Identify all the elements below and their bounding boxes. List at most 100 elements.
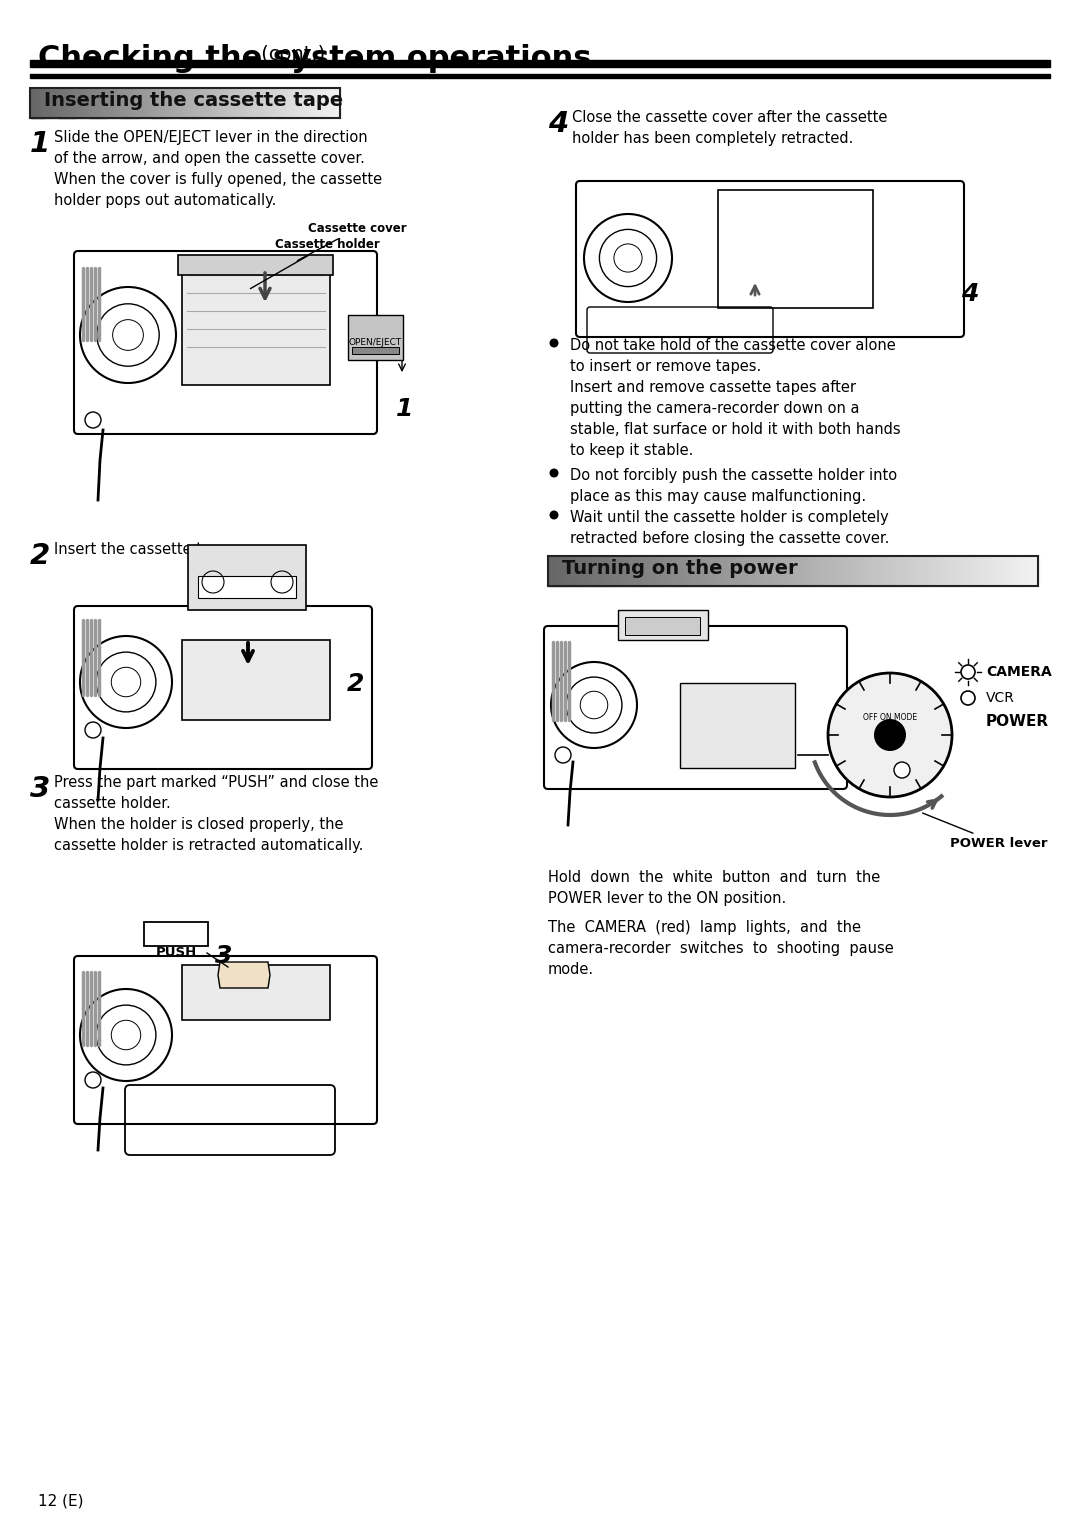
Bar <box>677 555 679 586</box>
Bar <box>598 555 600 586</box>
Bar <box>958 555 960 586</box>
Bar <box>715 555 717 586</box>
Bar <box>183 270 330 385</box>
Circle shape <box>874 719 906 751</box>
Bar <box>755 555 758 586</box>
Bar <box>82 89 83 118</box>
Bar <box>578 555 580 586</box>
Bar <box>332 89 334 118</box>
Text: 2: 2 <box>30 542 51 571</box>
Bar <box>60 89 62 118</box>
Text: OFF ON MODE: OFF ON MODE <box>863 713 917 722</box>
Bar <box>651 555 653 586</box>
Bar <box>231 89 233 118</box>
Bar <box>311 89 313 118</box>
Bar <box>579 555 581 586</box>
Bar <box>967 555 969 586</box>
Bar <box>1012 555 1014 586</box>
Bar <box>63 89 65 118</box>
Bar <box>126 89 127 118</box>
Bar <box>178 89 179 118</box>
Bar <box>85 89 87 118</box>
Bar <box>691 555 694 586</box>
Bar <box>661 555 663 586</box>
Bar <box>138 89 140 118</box>
Bar <box>145 89 146 118</box>
Bar <box>829 555 832 586</box>
Bar <box>669 555 671 586</box>
Bar <box>843 555 846 586</box>
Bar <box>597 555 599 586</box>
Bar <box>275 89 278 118</box>
Bar <box>195 89 197 118</box>
Bar <box>287 89 289 118</box>
Bar <box>89 89 91 118</box>
Bar <box>994 555 996 586</box>
Bar <box>553 555 555 586</box>
Bar <box>708 555 711 586</box>
Bar <box>66 89 68 118</box>
Bar <box>293 89 294 118</box>
Bar <box>783 555 785 586</box>
Bar <box>885 555 887 586</box>
Bar <box>980 555 982 586</box>
Bar <box>90 89 92 118</box>
Bar <box>159 89 161 118</box>
Bar <box>623 555 625 586</box>
Bar <box>302 89 305 118</box>
Bar <box>846 555 848 586</box>
Bar <box>617 555 619 586</box>
Bar <box>702 555 704 586</box>
Bar <box>725 555 727 586</box>
Bar <box>206 89 208 118</box>
Bar <box>132 89 133 118</box>
Bar <box>108 89 110 118</box>
Bar <box>891 555 893 586</box>
Bar <box>840 555 842 586</box>
Bar <box>224 89 225 118</box>
Bar <box>875 555 877 586</box>
Bar <box>821 555 823 586</box>
Bar <box>95 89 97 118</box>
Bar <box>987 555 989 586</box>
Bar <box>252 89 254 118</box>
Bar <box>551 555 554 586</box>
Bar <box>141 89 144 118</box>
Bar <box>569 555 571 586</box>
Bar <box>170 89 171 118</box>
Bar <box>204 89 206 118</box>
Bar <box>280 89 282 118</box>
Bar <box>144 89 146 118</box>
Bar <box>194 89 195 118</box>
Bar <box>751 555 753 586</box>
Text: POWER: POWER <box>986 714 1049 729</box>
Bar <box>782 555 784 586</box>
Circle shape <box>550 339 558 348</box>
Bar <box>971 555 973 586</box>
Bar <box>334 89 336 118</box>
Text: CAMERA: CAMERA <box>986 665 1052 679</box>
Bar <box>554 555 557 586</box>
Bar <box>327 89 329 118</box>
Bar <box>143 89 145 118</box>
Bar <box>630 555 632 586</box>
Bar <box>201 89 202 118</box>
Bar <box>780 555 782 586</box>
Bar <box>213 89 215 118</box>
Polygon shape <box>218 961 270 987</box>
Bar <box>295 89 296 118</box>
Bar <box>244 89 245 118</box>
Bar <box>37 89 39 118</box>
Bar <box>60 89 63 118</box>
Bar <box>225 89 226 118</box>
Bar <box>31 89 32 118</box>
Bar <box>78 89 79 118</box>
Bar <box>735 555 738 586</box>
Bar <box>1016 555 1020 586</box>
Bar <box>136 89 138 118</box>
Bar <box>135 89 137 118</box>
Bar <box>576 555 578 586</box>
Bar <box>330 89 333 118</box>
Bar <box>175 89 176 118</box>
Bar <box>792 555 794 586</box>
